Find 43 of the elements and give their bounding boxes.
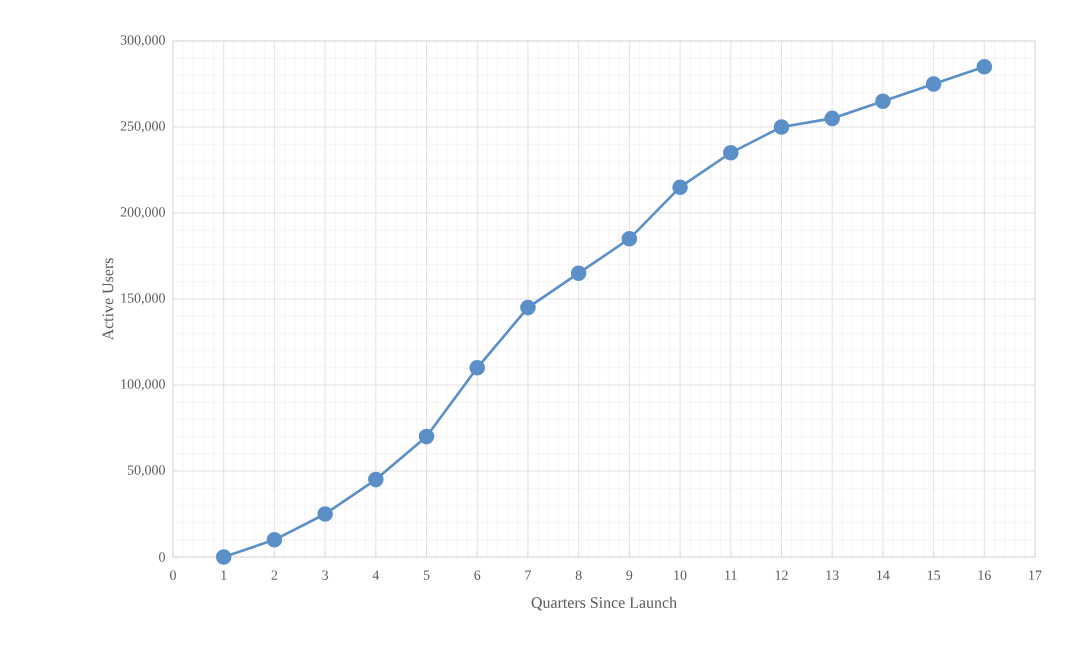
point	[824, 110, 840, 127]
x-tick-label: 11	[725, 570, 737, 580]
point	[317, 506, 333, 522]
y-tick-label: 150,000	[121, 293, 165, 305]
x-tick-label: 12	[775, 570, 788, 580]
point	[672, 179, 688, 195]
x-tick-label: 5	[423, 570, 430, 580]
y-tick-label: 50,000	[127, 465, 165, 477]
x-tick-label: 16	[978, 570, 991, 580]
point	[570, 265, 587, 281]
point	[621, 231, 638, 247]
point	[418, 428, 435, 445]
x-tick-label: 4	[372, 570, 380, 580]
x-tick-label: 9	[626, 570, 633, 580]
point	[925, 76, 942, 92]
x-tick-label: 1	[221, 570, 227, 580]
x-tick-label: 13	[826, 570, 839, 580]
y-tick-label: 250,000	[120, 121, 165, 133]
x-tick-label: 2	[271, 570, 278, 580]
point	[773, 119, 790, 135]
x-tick-label: 10	[674, 570, 687, 580]
point	[520, 299, 536, 316]
x-axis-title: Quarters Since Launch	[531, 596, 677, 611]
x-tick-label: 8	[575, 570, 582, 580]
x-tick-label: 7	[525, 570, 532, 580]
point	[368, 471, 384, 488]
x-tick-label: 15	[927, 570, 941, 580]
x-tick-label: 6	[474, 570, 481, 580]
point	[215, 549, 232, 565]
point	[875, 93, 891, 109]
y-tick-label: 200,000	[120, 207, 165, 219]
point	[722, 145, 739, 161]
x-tick-label: 17	[1029, 570, 1042, 580]
point	[469, 360, 486, 376]
x-tick-label: 14	[877, 570, 890, 580]
point	[976, 59, 993, 75]
y-tick-label: 300,000	[120, 35, 165, 47]
y-tick-label: 0	[159, 552, 165, 562]
y-tick-label: 100,000	[121, 379, 165, 391]
x-tick-label: 3	[322, 570, 329, 580]
y-axis-title: Active Users	[102, 258, 114, 341]
x-tick-label: 0	[170, 570, 176, 580]
point	[266, 532, 283, 548]
